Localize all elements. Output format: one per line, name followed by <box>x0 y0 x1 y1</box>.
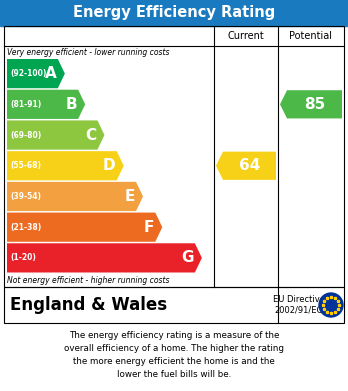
Text: (69-80): (69-80) <box>10 131 41 140</box>
Text: E: E <box>125 189 135 204</box>
Text: The energy efficiency rating is a measure of the
overall efficiency of a home. T: The energy efficiency rating is a measur… <box>64 331 284 379</box>
Polygon shape <box>7 182 143 211</box>
Text: Not energy efficient - higher running costs: Not energy efficient - higher running co… <box>7 276 169 285</box>
Polygon shape <box>7 213 162 242</box>
Text: Energy Efficiency Rating: Energy Efficiency Rating <box>73 5 275 20</box>
Text: B: B <box>65 97 77 112</box>
Text: 64: 64 <box>239 158 260 173</box>
Text: 85: 85 <box>304 97 325 112</box>
Text: (92-100): (92-100) <box>10 69 46 78</box>
Text: (81-91): (81-91) <box>10 100 41 109</box>
Text: (39-54): (39-54) <box>10 192 41 201</box>
Text: EU Directive: EU Directive <box>273 296 325 305</box>
Text: (1-20): (1-20) <box>10 253 36 262</box>
Bar <box>4 26 344 287</box>
Polygon shape <box>280 90 342 118</box>
Polygon shape <box>7 151 124 180</box>
Bar <box>0 0 348 26</box>
Polygon shape <box>7 120 104 150</box>
Text: D: D <box>103 158 116 173</box>
Text: 2002/91/EC: 2002/91/EC <box>275 305 323 314</box>
Text: (21-38): (21-38) <box>10 223 41 232</box>
Text: England & Wales: England & Wales <box>10 296 167 314</box>
Polygon shape <box>7 243 202 273</box>
Circle shape <box>319 293 343 317</box>
Text: (55-68): (55-68) <box>10 161 41 170</box>
Text: Current: Current <box>228 31 264 41</box>
Polygon shape <box>7 90 85 119</box>
Text: Potential: Potential <box>290 31 332 41</box>
Bar <box>4 287 344 323</box>
Text: G: G <box>181 250 194 265</box>
Text: A: A <box>45 66 57 81</box>
Text: C: C <box>85 127 96 143</box>
Polygon shape <box>7 59 65 88</box>
Polygon shape <box>216 152 276 180</box>
Text: Very energy efficient - lower running costs: Very energy efficient - lower running co… <box>7 48 169 57</box>
Text: F: F <box>144 220 154 235</box>
